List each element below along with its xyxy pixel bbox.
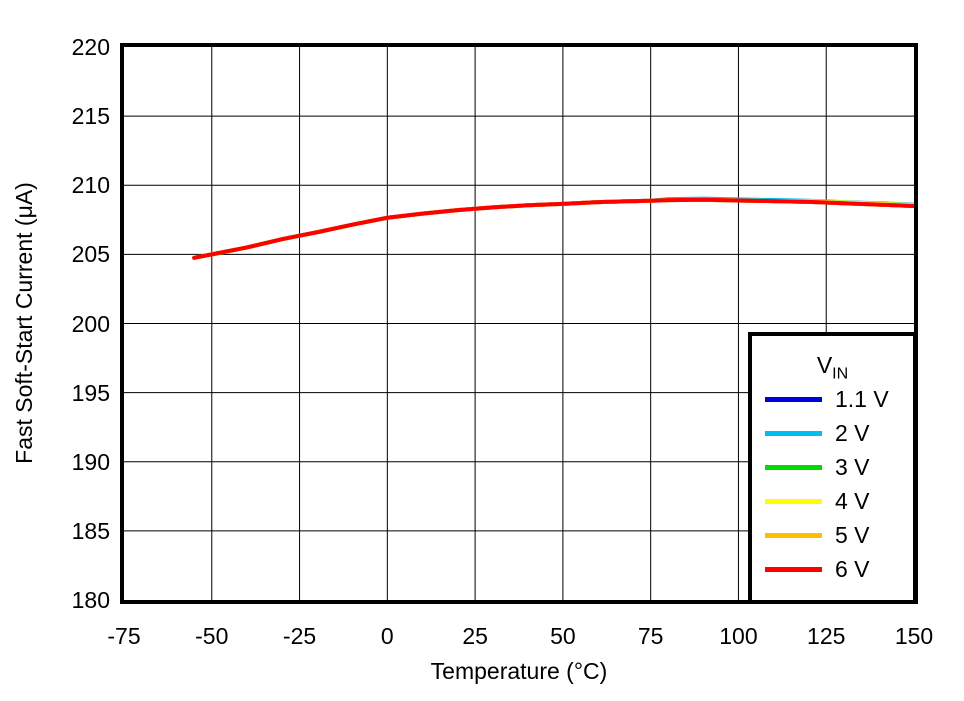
- legend-entry: 1.1 V: [752, 382, 913, 416]
- series-line-2-V: [192, 196, 914, 260]
- legend-title-main: V: [816, 352, 833, 378]
- legend-label: 6 V: [835, 555, 870, 582]
- legend-line-swatch: [765, 464, 822, 470]
- series-line-5-V: [192, 197, 914, 260]
- x-tick-label: -50: [195, 623, 229, 649]
- y-tick-label: 220: [71, 34, 110, 60]
- y-tick-label: 210: [71, 172, 110, 199]
- legend-entry: 3 V: [752, 450, 913, 484]
- legend-title-sub: IN: [832, 365, 849, 383]
- y-tick-label: 215: [71, 103, 110, 130]
- legend-entry: 2 V: [752, 416, 913, 450]
- legend-line-swatch: [765, 430, 822, 436]
- legend-line-swatch: [765, 532, 822, 538]
- plot-svg: [124, 47, 914, 600]
- x-tick-label: 50: [550, 623, 576, 649]
- legend-line-swatch: [765, 498, 822, 504]
- series-line-1-1-V: [192, 197, 914, 260]
- legend-entry: 4 V: [752, 484, 913, 518]
- x-tick-label: 0: [380, 623, 394, 649]
- y-tick-label: 185: [71, 517, 110, 544]
- plot-area: [120, 43, 918, 604]
- legend-line-swatch: [765, 396, 822, 402]
- legend-entry: 5 V: [752, 518, 913, 552]
- legend-label: 1.1 V: [835, 385, 889, 412]
- x-tick-label: -75: [107, 623, 141, 649]
- series-line-3-V: [192, 197, 914, 260]
- legend-title: VIN: [752, 352, 913, 383]
- y-tick-label: 195: [71, 379, 110, 406]
- legend-label: 3 V: [835, 453, 870, 480]
- legend-label: 5 V: [835, 521, 870, 548]
- legend-entry: 6 V: [752, 552, 913, 586]
- legend-entries: 1.1 V 2 V 3 V 4 V 5 V 6 V: [752, 382, 913, 586]
- x-tick-label: 25: [462, 623, 488, 649]
- y-tick-label: 205: [71, 241, 110, 268]
- x-tick-label: 100: [719, 623, 758, 649]
- x-tick-label: -25: [282, 623, 317, 649]
- y-tick-label: 190: [71, 448, 110, 475]
- series-line-6-V: [192, 197, 914, 260]
- legend-label: 4 V: [835, 487, 870, 514]
- legend-label: 2 V: [835, 419, 870, 446]
- x-axis-title: Temperature (°C): [430, 658, 608, 684]
- y-tick-label: 200: [71, 310, 110, 337]
- legend-line-swatch: [765, 566, 822, 572]
- x-tick-label: 75: [637, 623, 664, 649]
- legend-box: VIN 1.1 V 2 V 3 V 4 V 5 V 6 V: [748, 332, 917, 604]
- series-line-4-V: [192, 197, 914, 260]
- y-tick-label: 180: [71, 587, 110, 613]
- x-tick-label: 150: [894, 623, 934, 649]
- x-tick-label: 125: [807, 623, 846, 649]
